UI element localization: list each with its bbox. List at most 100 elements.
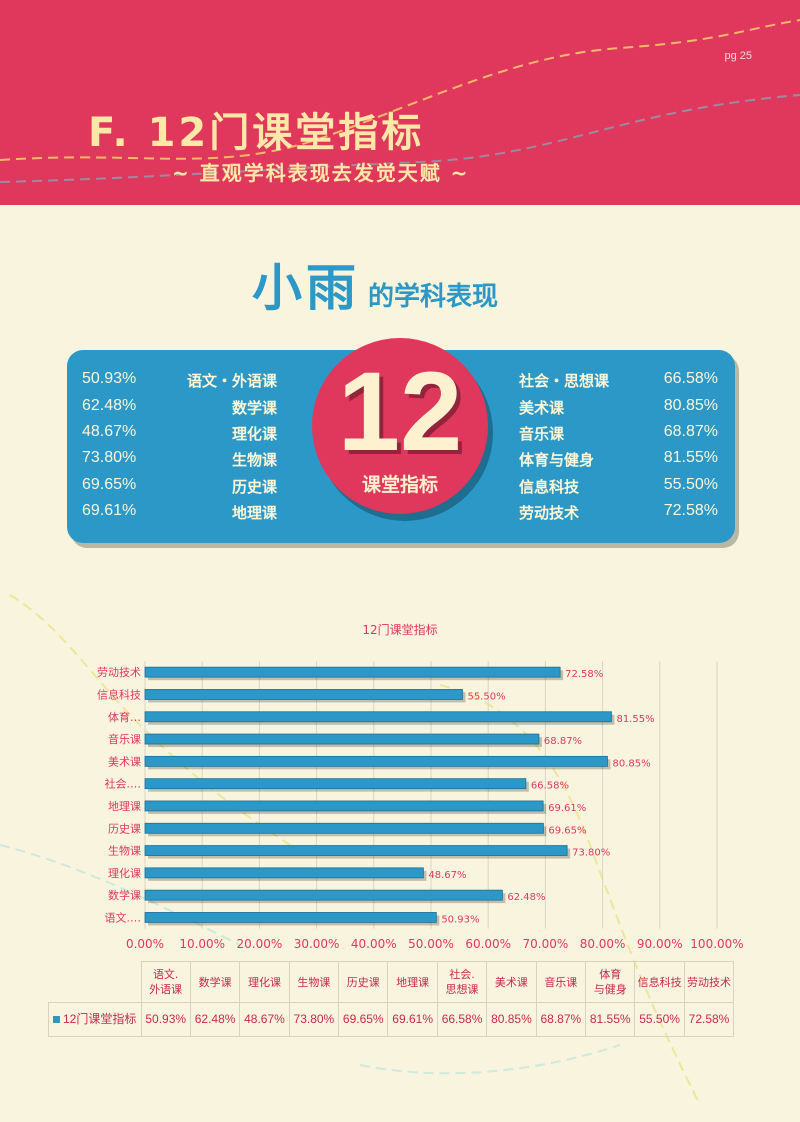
summary-row-left: 69.61% 地理课 [67, 502, 277, 526]
indicator-count-badge: 12 课堂指标 [312, 338, 488, 514]
table-column-header: 理化课 [239, 961, 290, 1003]
summary-row-right: 劳动技术 72.58% [519, 502, 735, 526]
table-value-cell: 48.67% [239, 1002, 290, 1037]
bar [144, 912, 437, 923]
data-label: 55.50% [467, 691, 505, 702]
table-column-header: 社会. 思想课 [436, 961, 488, 1003]
bar [144, 755, 608, 767]
x-tick-label: 90.00% [637, 937, 683, 951]
category-label: 美术课 [108, 755, 141, 768]
summary-row-right: 体育与健身 81.55% [519, 449, 735, 473]
table-value-cell: 66.58% [436, 1002, 488, 1037]
summary-subject: 音乐课 [519, 425, 565, 443]
table-column-header-text: 生物课 [297, 975, 331, 989]
bar [144, 822, 544, 834]
header-dashed-decoration [0, 19, 800, 183]
data-label: 72.58% [565, 669, 603, 680]
data-label: 73.80% [572, 848, 610, 859]
bar [144, 845, 568, 856]
data-table-value-row: 12门课堂指标 50.93% 62.48% 48.67% 73.80% 69.65% 69… [48, 1002, 735, 1037]
bar [144, 666, 561, 678]
table-value-cell: 69.61% [387, 1002, 438, 1037]
table-value-cell: 50.93% [140, 1002, 191, 1037]
chart-title: 12门课堂指标 [362, 623, 438, 637]
category-label: 社会.… [105, 777, 142, 791]
table-column-header-text: 语文. [152, 968, 179, 981]
data-label: 68.87% [544, 736, 582, 747]
summary-percent: 73.80% [82, 449, 137, 466]
table-column-header: 数学课 [189, 961, 241, 1003]
summary-subject: 理化课 [231, 425, 277, 443]
x-tick-label: 30.00% [294, 937, 340, 951]
summary-row-left: 50.93% 语文・外语课 [67, 370, 277, 394]
data-label: 69.65% [548, 825, 586, 836]
table-value-cell: 55.50% [634, 1002, 685, 1037]
table-column-header-text: 地理课 [396, 975, 430, 989]
summary-percent: 66.58% [663, 370, 718, 387]
table-column-header-text: 思想课 [445, 983, 479, 996]
summary-subject: 美术课 [519, 399, 565, 417]
summary-percent: 48.67% [82, 423, 137, 440]
category-label: 地理课 [108, 800, 141, 813]
bar [144, 778, 527, 790]
bar [144, 800, 544, 812]
table-column-header: 信息科技 [634, 961, 685, 1003]
data-label: 48.67% [428, 870, 466, 881]
summary-row-left: 73.80% 生物课 [67, 449, 277, 473]
summary-subject: 地理课 [231, 504, 277, 522]
section-subtitle: ~ 直观学科表现去发觉天赋 ~ [172, 161, 470, 185]
table-column-header-text: 数学课 [198, 975, 232, 989]
page-header: pg 25 F. 12门课堂指标 ~ 直观学科表现去发觉天赋 ~ [0, 0, 800, 205]
summary-percent: 72.58% [663, 502, 718, 519]
category-label: 生物课 [108, 844, 141, 858]
bar [144, 867, 424, 879]
summary-row-right: 美术课 80.85% [519, 397, 735, 421]
summary-row-left: 69.65% 历史课 [67, 476, 277, 500]
bar [144, 711, 612, 723]
x-tick-label: 0.00% [126, 937, 164, 951]
student-name: 小雨 [252, 259, 360, 317]
summary-percent: 81.55% [663, 449, 718, 466]
badge-label: 课堂指标 [361, 474, 438, 496]
category-label: 体育… [108, 710, 141, 724]
x-tick-label: 10.00% [179, 937, 225, 951]
category-label: 信息科技 [97, 687, 141, 701]
bar [144, 689, 463, 700]
chart-data-table: 语文. 外语课 数学课 理化课 生物课 历史课 地理课 社会. 思想课 美术课 音乐课 体育 与健身 信息… [48, 961, 735, 1037]
x-tick-label: 40.00% [351, 937, 397, 951]
table-column-header-text: 体育 [599, 968, 622, 981]
summary-percent: 50.93% [82, 370, 137, 387]
table-column-header-text: 音乐课 [544, 975, 578, 989]
summary-subject: 历史课 [231, 478, 277, 496]
table-column-header-text: 理化课 [247, 975, 281, 989]
table-column-header: 体育 与健身 [585, 961, 636, 1003]
table-column-header-text: 社会. [449, 968, 475, 981]
table-corner [49, 962, 142, 1003]
table-column-header: 语文. 外语课 [140, 961, 191, 1003]
category-label: 音乐课 [108, 732, 141, 746]
table-value-cell: 73.80% [288, 1002, 340, 1037]
summary-row-right: 信息科技 55.50% [519, 476, 735, 500]
summary-percent: 68.87% [663, 423, 718, 440]
table-value-cell: 81.55% [585, 1002, 636, 1037]
x-tick-label: 50.00% [408, 937, 454, 951]
summary-subject: 语文・外语课 [186, 372, 277, 390]
summary-subject: 体育与健身 [519, 451, 595, 469]
x-tick-label: 80.00% [580, 937, 626, 951]
series-label-cell: 12门课堂指标 [48, 1002, 142, 1037]
table-value-cell: 72.58% [683, 1002, 735, 1037]
summary-percent: 69.61% [82, 502, 137, 519]
category-label: 数学课 [108, 888, 141, 902]
summary-row-right: 音乐课 68.87% [519, 423, 735, 447]
table-column-header: 历史课 [338, 961, 389, 1003]
table-column-header-text: 历史课 [346, 975, 380, 989]
data-label: 50.93% [441, 914, 479, 925]
summary-subject: 社会・思想课 [519, 372, 610, 390]
data-label: 80.85% [612, 758, 650, 769]
table-column-header: 音乐课 [535, 961, 587, 1003]
data-label: 69.61% [548, 803, 586, 814]
table-column-header-text: 信息科技 [637, 975, 682, 989]
x-tick-label: 70.00% [523, 937, 569, 951]
category-label: 历史课 [108, 822, 141, 835]
table-value-cell: 80.85% [486, 1002, 537, 1037]
